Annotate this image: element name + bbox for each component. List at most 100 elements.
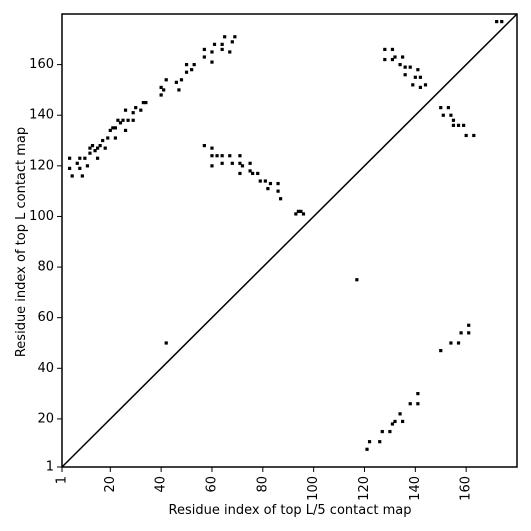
point	[276, 189, 280, 193]
x-tick-label: 100	[306, 476, 321, 501]
point	[68, 166, 72, 170]
point	[464, 133, 468, 138]
point	[449, 341, 453, 345]
point	[192, 63, 196, 67]
point	[101, 138, 105, 143]
point	[212, 42, 217, 46]
point	[131, 111, 135, 115]
point	[248, 161, 252, 165]
point	[164, 78, 168, 82]
point	[68, 156, 72, 160]
x-tick-label: 20	[103, 476, 118, 493]
point	[162, 88, 166, 92]
x-tick-label: 120	[357, 476, 372, 501]
point	[418, 75, 423, 79]
point	[75, 161, 79, 165]
point	[296, 209, 300, 213]
point	[202, 47, 206, 52]
point	[85, 164, 90, 168]
point	[451, 123, 456, 127]
point	[390, 47, 395, 52]
y-tick-label: 80	[37, 260, 54, 275]
point	[388, 429, 392, 434]
point	[240, 164, 245, 168]
point	[179, 78, 184, 82]
point	[113, 126, 117, 130]
point	[215, 154, 219, 158]
point	[467, 323, 471, 327]
point	[78, 166, 82, 170]
point	[106, 136, 110, 140]
point	[159, 85, 163, 89]
point	[390, 422, 395, 426]
y-tick-label: 140	[29, 108, 54, 123]
point	[393, 55, 397, 59]
point	[174, 80, 178, 84]
point	[301, 212, 306, 216]
point	[131, 118, 135, 122]
x-tick-label: 160	[459, 476, 474, 501]
point	[472, 133, 476, 138]
point	[263, 179, 267, 183]
point	[378, 440, 382, 444]
point	[111, 126, 115, 130]
y-axis-label: Residue index of top L contact map	[14, 127, 29, 357]
point	[449, 113, 453, 117]
point	[451, 118, 456, 122]
x-tick-label: 60	[204, 476, 219, 493]
point	[393, 419, 397, 424]
point	[210, 60, 214, 64]
point	[456, 123, 461, 127]
point	[177, 88, 181, 92]
point	[116, 118, 120, 122]
point	[398, 63, 402, 67]
point	[184, 63, 189, 67]
point	[202, 55, 206, 59]
point	[159, 93, 163, 97]
point	[184, 70, 189, 74]
point	[90, 143, 95, 148]
point	[144, 100, 148, 105]
point	[408, 65, 412, 69]
point	[220, 161, 224, 165]
point	[108, 128, 112, 133]
point	[220, 47, 224, 52]
point	[416, 402, 420, 406]
point	[220, 154, 224, 158]
point	[164, 341, 168, 345]
point	[456, 341, 461, 345]
point	[416, 392, 420, 396]
x-tick-label: 1	[55, 476, 70, 484]
point	[233, 35, 237, 39]
y-tick-label: 120	[29, 158, 54, 173]
point	[403, 73, 407, 77]
point	[230, 161, 234, 165]
point	[418, 85, 423, 89]
point	[390, 57, 395, 62]
y-tick-label: 60	[37, 310, 54, 325]
point	[88, 151, 92, 155]
point	[258, 179, 262, 183]
point	[467, 331, 471, 335]
point	[367, 440, 372, 444]
point	[294, 212, 298, 216]
point	[95, 156, 100, 160]
point	[401, 55, 405, 59]
point	[113, 136, 117, 140]
point	[248, 169, 252, 173]
point	[223, 35, 227, 39]
x-tick-label: 40	[154, 476, 169, 493]
point	[401, 419, 405, 424]
point	[95, 146, 100, 150]
point	[103, 146, 107, 150]
point	[439, 106, 443, 110]
x-tick-label: 80	[255, 476, 270, 493]
point	[80, 174, 84, 178]
point	[210, 146, 214, 150]
y-tick-label: 100	[29, 209, 54, 224]
point	[268, 181, 273, 186]
point	[98, 143, 102, 148]
point	[355, 278, 359, 282]
point	[238, 154, 242, 158]
point	[202, 143, 206, 148]
